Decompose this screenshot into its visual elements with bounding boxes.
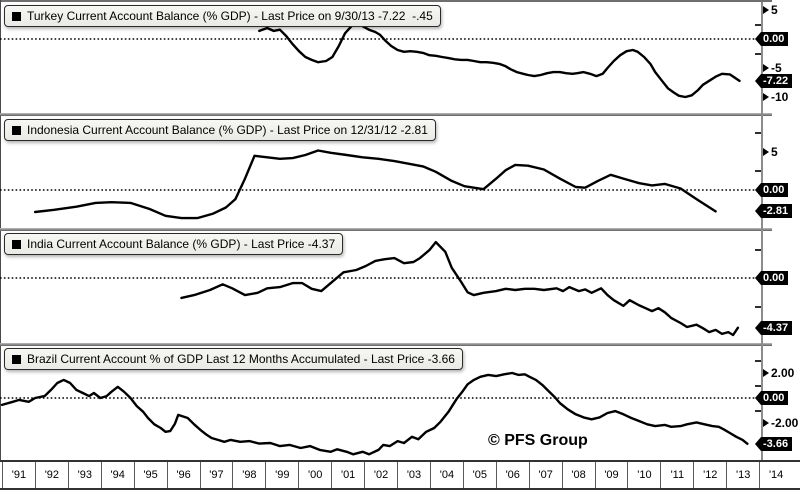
legend-swatch-icon (12, 354, 21, 364)
x-axis-year-label: '97 (199, 462, 233, 488)
series-line-india (180, 240, 740, 337)
x-axis-year-label: '12 (693, 462, 726, 488)
x-axis-year-label: '06 (495, 462, 529, 488)
axis-minor-tick (755, 132, 761, 134)
axis-tick-label: -10 (771, 90, 789, 104)
legend-label: Indonesia Current Account Balance (% GDP… (27, 123, 428, 137)
tick-arrow-icon (763, 419, 769, 427)
axis-minor-tick (755, 305, 761, 308)
x-axis-year-label: '11 (660, 462, 693, 488)
axis-price-badge: 0.00 (754, 32, 789, 46)
panel-separator (0, 113, 772, 116)
axis-price-badge: -7.22 (754, 73, 793, 88)
tick-arrow-icon (763, 148, 769, 156)
axis-minor-tick (755, 359, 761, 362)
axis-tick-label: 2.00 (771, 366, 795, 380)
series-line-turkey (258, 21, 741, 99)
right-axis-line (761, 2, 763, 462)
legend-india: India Current Account Balance (% GDP) - … (4, 233, 344, 255)
x-axis-year-label: '02 (364, 462, 397, 488)
legend-swatch-icon (12, 239, 21, 249)
x-axis-year-label: '93 (67, 462, 101, 488)
x-axis-year-label: '10 (627, 462, 660, 488)
legend-label: Turkey Current Account Balance (% GDP) -… (27, 9, 433, 23)
axis-tick-label: 5 (771, 145, 778, 159)
series-line-indonesia (33, 149, 717, 220)
tick-arrow-icon (763, 369, 769, 377)
x-axis-year-label: '09 (594, 462, 628, 488)
watermark-pfs-group: © PFS Group (488, 432, 588, 449)
tick-arrow-icon (763, 6, 769, 14)
legend-label: Brazil Current Account % of GDP Last 12 … (27, 352, 455, 366)
legend-indonesia: Indonesia Current Account Balance (% GDP… (4, 119, 436, 141)
axis-minor-tick (755, 23, 761, 26)
x-axis-year-label: '07 (528, 462, 562, 488)
axis-tick-label: -5 (771, 61, 782, 75)
axis-tick-label: 5 (771, 3, 778, 17)
x-axis-year-label: '96 (166, 462, 200, 488)
x-axis-year-label: '95 (133, 462, 167, 488)
axis-tick: -10 (763, 91, 788, 103)
x-axis-year-label: '98 (232, 462, 265, 488)
axis-tick: 5 (763, 4, 778, 16)
x-axis-year-label: '99 (265, 462, 298, 488)
axis-tick: -2.00 (763, 417, 798, 429)
legend-swatch-icon (12, 125, 21, 135)
axis-price-badge: 0.00 (754, 183, 789, 197)
x-axis-year-label: '08 (561, 462, 595, 488)
axis-price-badge: 0.00 (754, 271, 789, 285)
x-axis-year-label: '91 (2, 462, 35, 488)
x-axis-year-label: '00 (298, 462, 331, 488)
axis-tick: 2.00 (763, 367, 794, 379)
axis-tick: 5 (763, 146, 778, 158)
axis-price-badge: -4.37 (754, 320, 793, 335)
axis-price-badge: -3.66 (754, 436, 793, 451)
top-border (0, 0, 772, 2)
axis-minor-tick (755, 52, 761, 55)
x-axis-year-label: '04 (429, 462, 463, 488)
legend-swatch-icon (12, 11, 21, 21)
tick-arrow-icon (763, 93, 769, 101)
x-axis-year-label: '94 (100, 462, 134, 488)
legend-brazil: Brazil Current Account % of GDP Last 12 … (4, 348, 463, 370)
chart-canvas (0, 21, 762, 456)
x-axis-year-label: '13 (726, 462, 759, 488)
x-axis-year-label: '01 (331, 462, 364, 488)
axis-price-badge: -2.81 (754, 204, 793, 219)
series-line-brazil (0, 371, 749, 456)
axis-minor-tick (755, 248, 761, 251)
x-axis-year-label: '03 (397, 462, 430, 488)
tick-arrow-icon (763, 64, 769, 72)
x-axis-year-label: '92 (34, 462, 68, 488)
axis-tick: -5 (763, 62, 782, 74)
axis-price-badge: 0.00 (754, 391, 789, 405)
left-border (0, 0, 1, 462)
x-axis-year-label: '14 (759, 462, 792, 488)
axis-minor-tick (755, 409, 761, 412)
panel-separator (0, 343, 772, 346)
axis-minor-tick (755, 170, 761, 172)
axis-tick-label: -2.00 (771, 416, 799, 430)
panel-separator (0, 228, 772, 231)
axis-minor-tick (755, 384, 761, 387)
x-axis: '91'92'93'94'95'96'97'98'99'00'01'02'03 '… (0, 460, 800, 490)
legend-label: India Current Account Balance (% GDP) - … (27, 237, 336, 251)
x-axis-year-label: '05 (462, 462, 496, 488)
legend-turkey: Turkey Current Account Balance (% GDP) -… (4, 5, 441, 27)
